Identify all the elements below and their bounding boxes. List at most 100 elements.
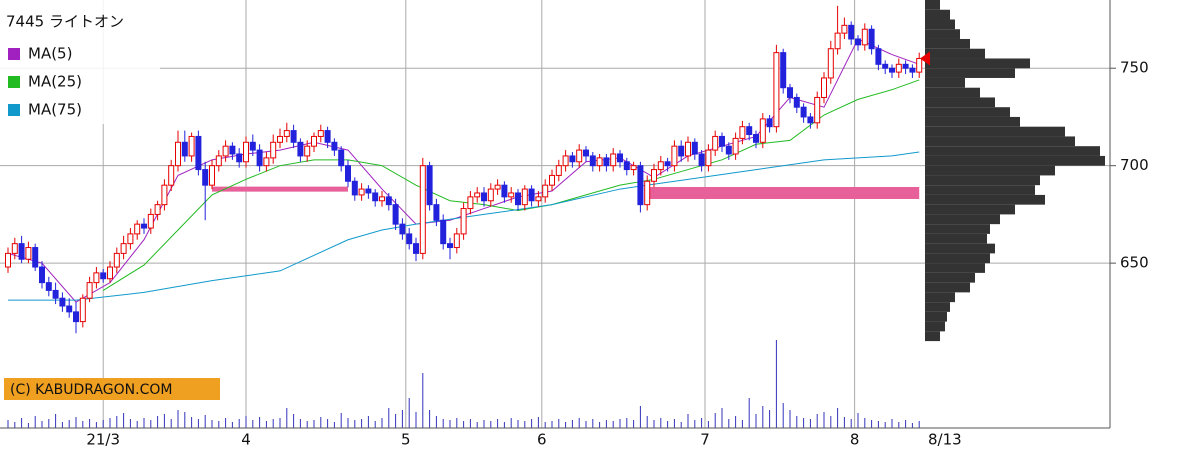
legend: MA(5) MA(25) MA(75) xyxy=(8,45,82,119)
candle-body xyxy=(426,165,433,206)
candle-body xyxy=(161,184,168,206)
candle-body xyxy=(895,63,902,73)
candle-body xyxy=(52,289,59,299)
candle-body xyxy=(766,118,773,128)
candle-body xyxy=(32,247,39,268)
profile-bar xyxy=(925,48,985,59)
chart-title: 7445 ライトオン xyxy=(6,13,124,31)
candle-body xyxy=(290,130,297,143)
candle-body xyxy=(494,184,501,190)
candle-body xyxy=(678,145,685,157)
candle-body xyxy=(134,223,141,235)
last-date: 8/13 xyxy=(928,431,962,449)
candle-body xyxy=(834,32,841,50)
candle-body xyxy=(773,52,780,128)
candle-body xyxy=(249,141,256,151)
candle-body xyxy=(481,192,487,202)
profile-bar xyxy=(925,29,960,39)
y-tick-label: 750 xyxy=(1120,59,1149,77)
candle-body xyxy=(685,141,691,157)
candle-body xyxy=(338,149,345,167)
candle-body xyxy=(875,48,882,65)
candle-body xyxy=(236,153,243,163)
candle-body xyxy=(589,155,596,167)
candle-body xyxy=(73,311,79,323)
candle-body xyxy=(698,153,705,167)
profile-bar xyxy=(925,107,1010,117)
candle-body xyxy=(222,145,229,157)
candle-body xyxy=(487,188,494,202)
candle-body xyxy=(283,130,290,137)
candle-body xyxy=(753,133,759,143)
watermark: (C) KABUDRAGON.COM xyxy=(10,382,172,398)
candle-body xyxy=(399,223,406,235)
profile-bar xyxy=(925,9,950,20)
candle-body xyxy=(780,52,787,89)
candle-body xyxy=(569,155,576,163)
candle-body xyxy=(719,135,725,147)
candle-body xyxy=(202,169,209,186)
candle-body xyxy=(209,165,215,186)
candle-body xyxy=(392,204,399,225)
candle-body xyxy=(501,184,508,198)
candle-body xyxy=(651,169,657,182)
profile-bar xyxy=(925,87,980,98)
candle-body xyxy=(379,196,385,202)
profile-bar xyxy=(925,282,970,293)
candle-body xyxy=(406,233,413,245)
candle-body xyxy=(637,165,644,206)
candle-body xyxy=(732,137,739,155)
candle-body xyxy=(902,63,909,69)
candle-body xyxy=(331,141,338,151)
candle-body xyxy=(841,24,848,34)
profile-bar xyxy=(925,321,945,332)
candle-body xyxy=(542,184,549,198)
candle-body xyxy=(746,126,753,135)
candle-body xyxy=(555,165,562,176)
profile-bar xyxy=(925,204,1015,215)
candle-body xyxy=(793,96,800,108)
candle-body xyxy=(86,282,93,299)
profile-bar xyxy=(925,175,1040,186)
x-tick-label: 8 xyxy=(850,431,860,449)
candle-body xyxy=(120,243,127,254)
candle-body xyxy=(916,57,923,73)
profile-bar xyxy=(925,77,965,88)
candle-body xyxy=(657,161,664,171)
candle-body xyxy=(107,266,113,280)
candle-body xyxy=(467,196,474,210)
candle-body xyxy=(372,192,379,202)
candle-body xyxy=(596,157,603,167)
candle-body xyxy=(821,77,827,98)
candle-body xyxy=(433,204,440,221)
candle-body xyxy=(474,192,481,198)
candle-body xyxy=(440,219,447,245)
candle-body xyxy=(725,145,732,155)
legend-swatch xyxy=(8,76,20,88)
legend-swatch xyxy=(8,48,20,60)
candle-body xyxy=(623,161,630,171)
candle-body xyxy=(603,157,610,167)
candle-body xyxy=(141,223,147,229)
candle-body xyxy=(215,155,222,167)
candle-body xyxy=(365,188,372,194)
candle-body xyxy=(79,297,86,323)
candle-body xyxy=(800,106,807,118)
candle-body xyxy=(712,135,719,151)
candle-body xyxy=(25,247,32,260)
profile-bar xyxy=(925,116,1020,127)
x-tick-label: 7 xyxy=(700,431,710,449)
candle-body xyxy=(385,196,392,206)
candle-body xyxy=(147,213,154,229)
candle-body xyxy=(759,118,766,143)
profile-bar xyxy=(925,214,1000,225)
candle-body xyxy=(848,24,855,40)
y-tick-label: 650 xyxy=(1120,254,1149,272)
candle-body xyxy=(521,188,528,206)
candle-body xyxy=(11,243,18,254)
candle-body xyxy=(671,145,678,167)
candle-body xyxy=(827,48,834,79)
candle-body xyxy=(617,153,623,163)
profile-bar xyxy=(925,0,940,10)
